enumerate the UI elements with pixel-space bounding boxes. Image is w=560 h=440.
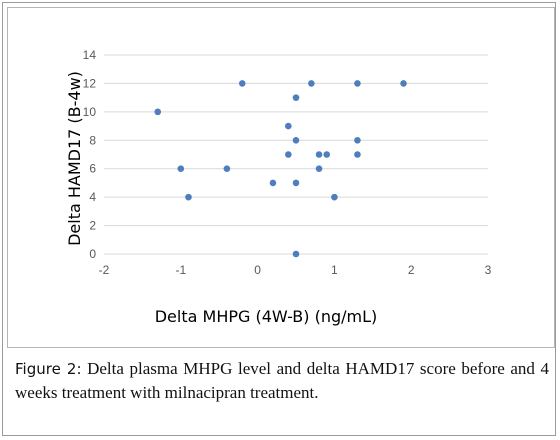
- data-point: [315, 165, 323, 173]
- y-tick-label: 6: [89, 162, 96, 176]
- x-tick-label: 2: [408, 263, 415, 277]
- figure-frame: 0 2 4 6 8 10 12 14 -2 -1 0 1 2 3 Delta MHPG (4W-B) (n…: [2, 2, 556, 436]
- data-point: [177, 165, 185, 173]
- figure-caption: Figure 2: Delta plasma MHPG level and de…: [15, 357, 549, 405]
- gridlines: [104, 54, 488, 255]
- data-point: [331, 193, 338, 201]
- data-point: [292, 250, 300, 258]
- data-point: [292, 94, 300, 101]
- y-tick-label: 2: [89, 219, 96, 233]
- x-tick-label: -1: [175, 263, 186, 277]
- y-axis-title: Delta HAMD17 (B-4w): [65, 71, 84, 246]
- caption-text: Delta plasma MHPG level and delta HAMD17…: [15, 359, 550, 402]
- data-point: [354, 80, 361, 87]
- data-point: [308, 80, 315, 87]
- x-tick-label: 0: [254, 263, 261, 277]
- data-point: [400, 80, 407, 87]
- caption-label: Figure 2:: [15, 360, 82, 378]
- data-point: [315, 151, 323, 158]
- data-point: [292, 136, 300, 144]
- data-point: [292, 179, 300, 187]
- data-point: [223, 165, 231, 173]
- x-tick-label: 1: [331, 263, 338, 277]
- data-point: [354, 151, 361, 158]
- data-point: [354, 136, 361, 144]
- data-points: [154, 80, 407, 258]
- x-tick-label: 3: [485, 263, 492, 277]
- chart-area: 0 2 4 6 8 10 12 14 -2 -1 0 1 2 3 Delta MHPG (4W-B) (n…: [7, 7, 555, 348]
- data-point: [185, 193, 192, 201]
- y-tick-label: 14: [83, 48, 97, 62]
- data-point: [269, 179, 277, 187]
- y-tick-label: 12: [83, 76, 97, 90]
- data-point: [323, 151, 331, 158]
- data-point: [285, 122, 292, 130]
- data-point: [238, 80, 246, 87]
- x-tick-label: -2: [99, 263, 110, 277]
- data-point: [285, 151, 292, 158]
- y-tick-label: 10: [83, 105, 97, 119]
- y-tick-label: 8: [89, 133, 96, 147]
- y-tick-label: 0: [89, 247, 96, 261]
- data-point: [154, 108, 162, 116]
- x-axis-title: Delta MHPG (4W-B) (ng/mL): [155, 307, 378, 326]
- y-tick-label: 4: [89, 190, 96, 204]
